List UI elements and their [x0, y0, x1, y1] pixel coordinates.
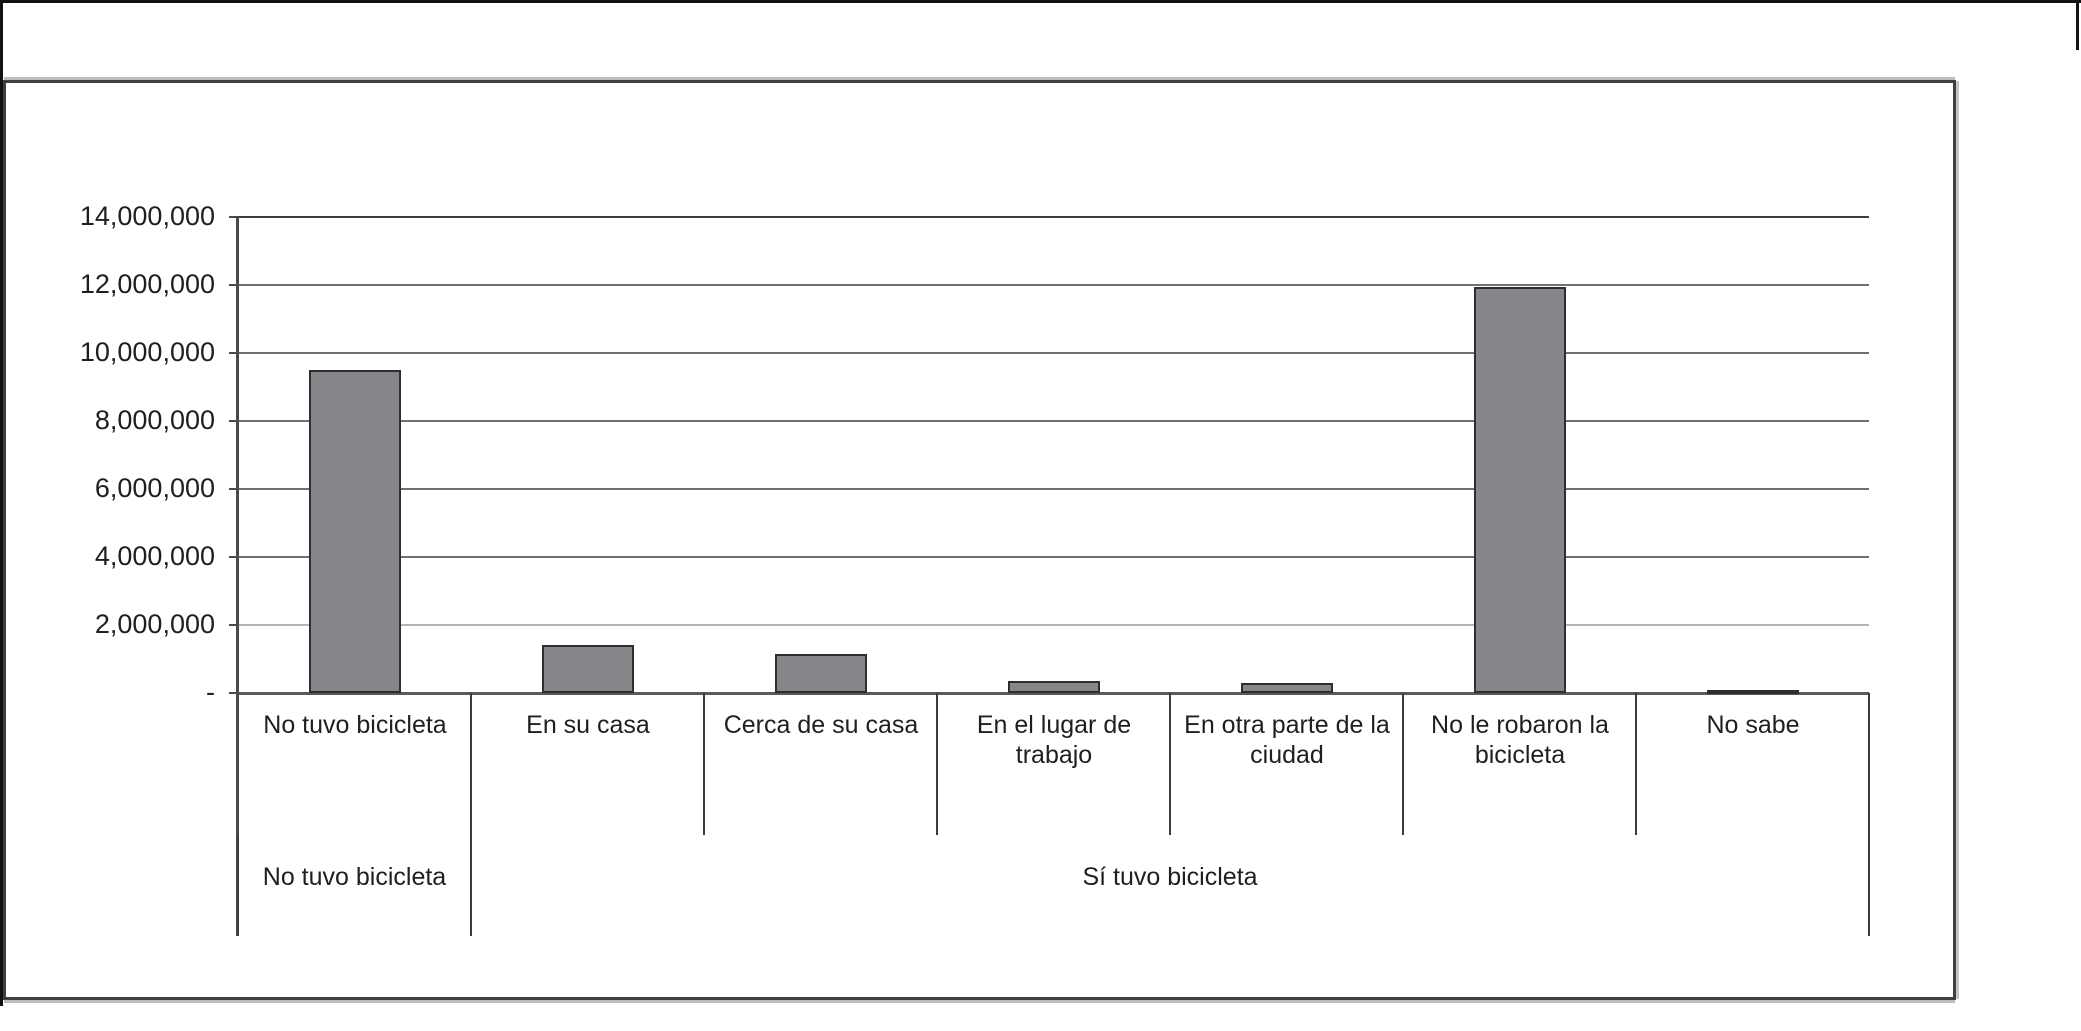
category-divider	[703, 693, 705, 835]
category-label: No tuvo bicicleta	[263, 711, 447, 739]
y-tick-label: 14,000,000	[79, 201, 215, 231]
category-divider	[1635, 693, 1637, 835]
group-divider	[1868, 835, 1870, 936]
y-tick-label: 8,000,000	[94, 405, 215, 435]
gridline-14000000	[238, 216, 1869, 218]
y-axis-line	[236, 216, 239, 936]
y-tick-label: 10,000,000	[79, 337, 215, 367]
group-divider	[470, 835, 472, 936]
y-axis-tick	[229, 352, 238, 354]
category-divider	[1169, 693, 1171, 835]
group-label: Sí tuvo bicicleta	[1082, 863, 1258, 891]
y-axis-tick	[229, 692, 238, 694]
category-label: En el lugar de trabajo	[976, 711, 1132, 769]
gridline-6000000	[238, 488, 1869, 490]
category-label: No sabe	[1706, 711, 1800, 739]
y-tick-label: -	[206, 677, 215, 707]
gridline-8000000	[238, 420, 1869, 422]
page-border-left	[0, 0, 3, 1006]
group-divider	[237, 835, 239, 936]
bar-5	[1241, 683, 1333, 693]
y-axis-tick	[229, 556, 238, 558]
y-axis-tick	[229, 624, 238, 626]
x-axis-line	[236, 692, 1869, 695]
chart-frame	[3, 80, 1956, 1000]
category-label: En otra parte de la ciudad	[1184, 711, 1390, 769]
category-label: En su casa	[526, 711, 650, 739]
y-axis-tick	[229, 420, 238, 422]
y-tick-label: 2,000,000	[94, 609, 215, 639]
bar-2	[542, 645, 634, 693]
y-tick-label: 4,000,000	[94, 541, 215, 571]
category-label: Cerca de su casa	[723, 711, 919, 739]
y-axis-tick	[229, 284, 238, 286]
bar-7	[1707, 690, 1799, 694]
bar-1	[309, 370, 401, 693]
y-tick-label: 6,000,000	[94, 473, 215, 503]
bar-3	[775, 654, 867, 693]
bar-6	[1474, 287, 1566, 693]
bar-4	[1008, 681, 1100, 693]
category-divider	[470, 693, 472, 835]
y-axis-tick	[229, 216, 238, 218]
gridline-10000000	[238, 352, 1869, 354]
page-border-right-stub	[2076, 0, 2079, 50]
gridline-12000000	[238, 284, 1869, 286]
page-border-top	[0, 0, 2081, 3]
gridline-4000000	[238, 556, 1869, 558]
y-tick-label: 12,000,000	[79, 269, 215, 299]
gridline-2000000	[238, 624, 1869, 626]
y-axis-tick	[229, 488, 238, 490]
group-label: No tuvo bicicleta	[262, 863, 447, 891]
category-label: No le robaron la bicicleta	[1431, 711, 1609, 769]
category-divider	[1402, 693, 1404, 835]
category-divider	[936, 693, 938, 835]
category-divider	[1868, 693, 1870, 835]
